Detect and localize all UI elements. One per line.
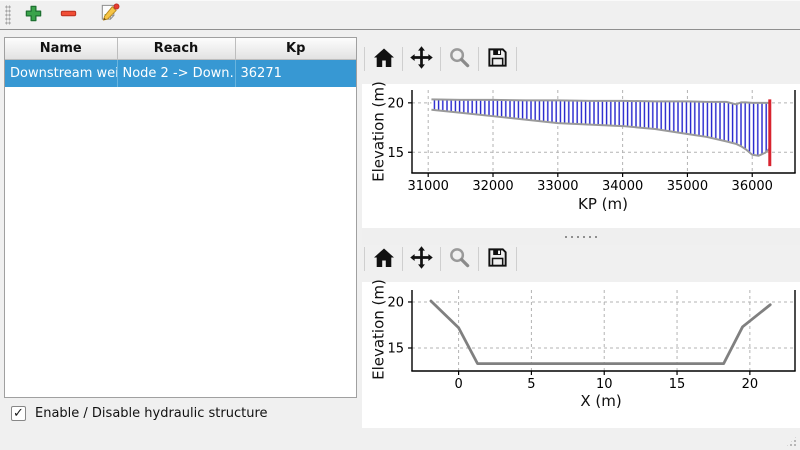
add-structure-button[interactable] bbox=[20, 2, 46, 28]
toolbar-drag-handle[interactable] bbox=[5, 4, 11, 25]
svg-text:32000: 32000 bbox=[472, 179, 513, 194]
home-button[interactable] bbox=[365, 243, 402, 275]
table-row[interactable]: Downstream weir Node 2 -> Down… 36271 bbox=[5, 59, 356, 87]
column-header-reach[interactable]: Reach bbox=[116, 38, 236, 60]
cross-section-figure: 0 5 10 15 20 15 20 bbox=[362, 282, 800, 428]
svg-text:33000: 33000 bbox=[537, 179, 578, 194]
window-resize-grip[interactable] bbox=[785, 435, 798, 448]
home-icon bbox=[372, 246, 396, 273]
svg-text:20: 20 bbox=[387, 295, 404, 310]
svg-text:15: 15 bbox=[387, 146, 404, 161]
main-toolbar bbox=[0, 0, 800, 30]
remove-structure-button[interactable] bbox=[55, 2, 81, 28]
pan-button[interactable] bbox=[403, 243, 440, 275]
svg-text:0: 0 bbox=[454, 377, 462, 392]
cross-section-toolbar bbox=[364, 242, 517, 276]
pan-icon bbox=[409, 45, 434, 73]
toolbar-separator bbox=[478, 47, 479, 71]
y-axis-label-kp-chart: Elevation (m) bbox=[369, 81, 388, 182]
toolbar-separator bbox=[478, 247, 479, 271]
column-header-kp[interactable]: Kp bbox=[234, 38, 356, 60]
save-icon bbox=[486, 246, 509, 272]
zoom-icon bbox=[448, 46, 471, 72]
toolbar-separator bbox=[402, 47, 403, 71]
edit-structure-button[interactable] bbox=[96, 2, 122, 28]
home-icon bbox=[372, 46, 396, 73]
toolbar-separator bbox=[364, 47, 365, 71]
toolbar-separator bbox=[516, 247, 517, 271]
svg-text:31000: 31000 bbox=[408, 179, 449, 194]
toolbar-separator bbox=[402, 247, 403, 271]
svg-text:36000: 36000 bbox=[732, 179, 773, 194]
enable-checkbox[interactable] bbox=[11, 406, 26, 421]
pan-button[interactable] bbox=[403, 43, 440, 75]
svg-text:5: 5 bbox=[527, 377, 535, 392]
chart-splitter[interactable] bbox=[362, 228, 800, 245]
zoom-button[interactable] bbox=[441, 43, 478, 75]
save-icon bbox=[486, 46, 509, 72]
kp-profile-chart[interactable]: 31000 32000 33000 34000 35000 36000 15 20 bbox=[362, 84, 800, 228]
y-axis-label-cross-section: Elevation (m) bbox=[369, 279, 388, 380]
plus-icon bbox=[24, 4, 43, 26]
svg-text:34000: 34000 bbox=[602, 179, 643, 194]
cell-structure-reach[interactable]: Node 2 -> Down… bbox=[116, 59, 235, 87]
home-button[interactable] bbox=[365, 43, 402, 75]
svg-text:15: 15 bbox=[387, 341, 404, 356]
toolbar-separator bbox=[440, 47, 441, 71]
toolbar-separator bbox=[516, 47, 517, 71]
x-axis-label-cross-section: X (m) bbox=[580, 392, 622, 410]
zoom-button[interactable] bbox=[441, 243, 478, 275]
enable-checkbox-label: Enable / Disable hydraulic structure bbox=[35, 406, 268, 421]
structures-table: Name Reach Kp Downstream weir Node 2 -> … bbox=[4, 37, 357, 398]
svg-text:20: 20 bbox=[742, 377, 759, 392]
kp-chart-toolbar bbox=[364, 42, 517, 76]
save-button[interactable] bbox=[479, 43, 516, 75]
pan-icon bbox=[409, 245, 434, 273]
svg-text:35000: 35000 bbox=[667, 179, 708, 194]
svg-text:15: 15 bbox=[669, 377, 686, 392]
toolbar-separator bbox=[440, 247, 441, 271]
edit-icon bbox=[98, 2, 121, 28]
column-header-name[interactable]: Name bbox=[5, 38, 118, 60]
svg-text:10: 10 bbox=[596, 377, 613, 392]
zoom-icon bbox=[448, 246, 471, 272]
cross-section-chart[interactable]: 0 5 10 15 20 15 20 bbox=[362, 282, 800, 428]
svg-text:20: 20 bbox=[387, 96, 404, 111]
x-axis-label-kp-chart: KP (m) bbox=[578, 195, 628, 213]
save-button[interactable] bbox=[479, 243, 516, 275]
enable-structure-row[interactable]: Enable / Disable hydraulic structure bbox=[11, 406, 268, 421]
cell-structure-kp[interactable]: 36271 bbox=[234, 59, 356, 87]
minus-icon bbox=[59, 4, 78, 26]
cell-structure-name[interactable]: Downstream weir bbox=[5, 59, 117, 87]
kp-profile-figure: 31000 32000 33000 34000 35000 36000 15 20 bbox=[362, 84, 800, 228]
toolbar-separator bbox=[364, 247, 365, 271]
table-header-row: Name Reach Kp bbox=[5, 38, 356, 60]
